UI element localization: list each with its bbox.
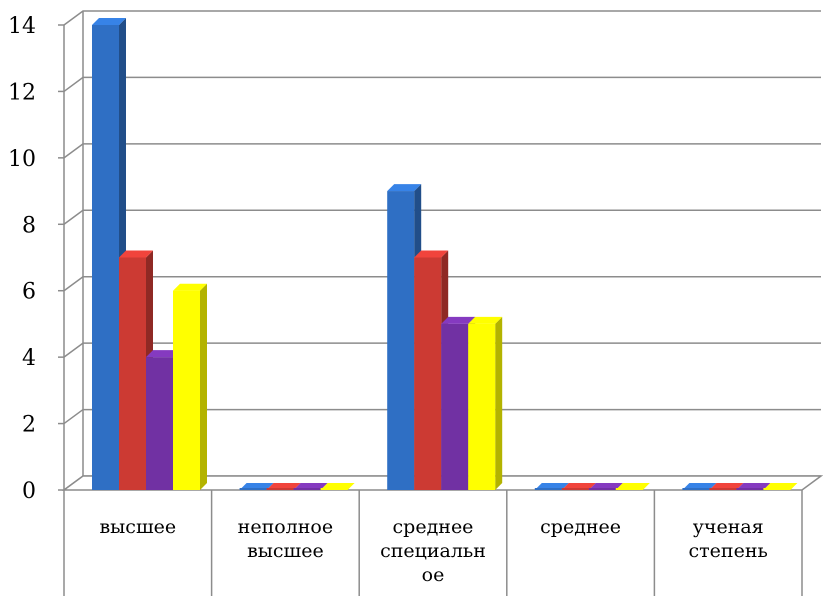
bar-top	[441, 316, 476, 324]
y-tick-label: 8	[22, 213, 36, 238]
bar	[588, 488, 616, 490]
bar	[468, 323, 496, 490]
category-label: среднее	[540, 516, 622, 538]
bar	[146, 357, 173, 490]
y-tick-labels: 0 2 4 6 8 10 12 14	[8, 14, 36, 504]
bar	[239, 488, 267, 490]
y-tick-label: 14	[8, 14, 36, 39]
bar	[414, 257, 442, 490]
bar-top	[173, 283, 207, 291]
gridline	[63, 342, 821, 358]
bar-top	[387, 184, 422, 192]
category-label: ученая степень	[688, 516, 768, 562]
y-tick-label: 4	[22, 346, 36, 371]
bar	[736, 488, 764, 490]
bar	[387, 191, 415, 491]
bar	[266, 488, 294, 490]
bar-top	[92, 18, 126, 25]
bar	[441, 323, 469, 490]
bar-top	[468, 316, 503, 324]
bar	[709, 488, 737, 490]
bar-layer	[92, 18, 798, 491]
y-tick-label: 10	[8, 147, 36, 172]
bar-side	[200, 283, 207, 490]
category-label: высшее	[99, 516, 177, 538]
category-label: неполное высшее	[237, 516, 334, 562]
gridline	[63, 143, 821, 159]
bar	[119, 257, 146, 490]
gridline	[63, 209, 821, 225]
gridline	[63, 275, 821, 292]
bar	[534, 488, 562, 490]
gridline	[63, 408, 821, 425]
category-label: среднее специальн ое	[380, 516, 486, 586]
bar-top	[119, 250, 153, 258]
bar	[173, 290, 200, 490]
gridline	[63, 76, 821, 93]
bar	[561, 488, 589, 490]
bar-side	[495, 316, 503, 490]
bar	[92, 25, 119, 490]
bar	[293, 488, 321, 490]
bar-top	[146, 350, 180, 358]
bar	[682, 488, 710, 490]
y-tick-label: 0	[22, 479, 36, 504]
bar	[615, 488, 643, 490]
y-tick-label: 12	[8, 80, 36, 105]
bar	[320, 488, 348, 490]
y-tick-label: 2	[22, 413, 36, 438]
bar-top	[414, 250, 449, 258]
y-tick-label: 6	[22, 280, 36, 305]
gridline	[63, 10, 821, 26]
bar	[763, 488, 791, 490]
